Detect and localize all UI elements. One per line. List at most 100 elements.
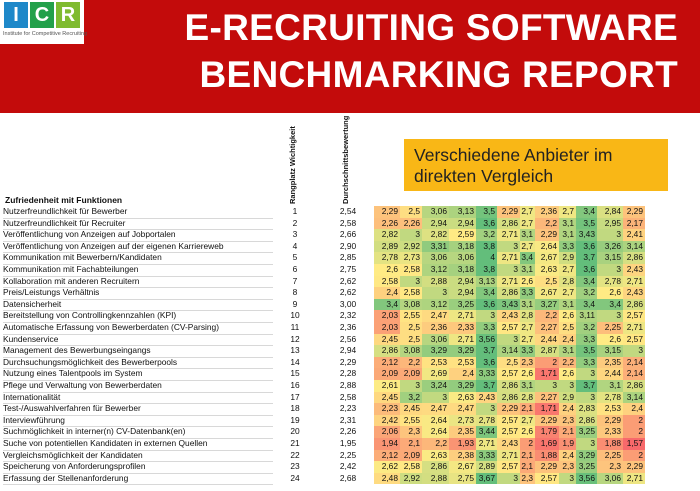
score-cell: 2,7: [520, 322, 535, 334]
vendor-scores: 2,86 3,08 3,29 3,29 3,7 3,14 3,3 2,87 3,1 3,5 3,15…: [374, 345, 645, 357]
score-cell: 3: [559, 380, 576, 392]
score-cell: 2,27: [535, 391, 559, 404]
row-average: 1,95: [339, 438, 357, 448]
score-cell: 3,24: [422, 380, 449, 392]
score-cell: 2,3: [559, 414, 576, 427]
score-cell: 2,4: [449, 368, 476, 380]
row-average: 2,31: [339, 414, 357, 425]
score-cell: 3: [400, 380, 422, 392]
row-rank: 15: [290, 368, 300, 379]
score-cell: 3,56: [576, 472, 597, 485]
row-label: Veröffentlichung von Anzeigen auf der ei…: [3, 241, 273, 254]
row-rank: 7: [292, 275, 298, 286]
row-rank: 1: [292, 206, 298, 216]
row-average: 2,90: [339, 240, 357, 251]
score-cell: 2,84: [597, 206, 623, 218]
score-cell: 2,7: [520, 206, 535, 218]
score-cell: 2,43: [623, 287, 645, 299]
score-cell: 2,3: [400, 426, 422, 438]
vendor-scores: 2,61 3 3,24 3,29 3,7 2,86 3,1 3 3 3,7 3,1 2,86: [374, 380, 645, 392]
row-rank: 21: [290, 438, 300, 448]
score-cell: 1,57: [623, 438, 645, 450]
score-cell: 2,64: [535, 240, 559, 253]
vendor-scores: 2,12 2,09 2,63 2,38 3,33 2,71 2,1 1,88 2,4 3,29 2,…: [374, 449, 645, 462]
row-rank: 13: [290, 345, 300, 356]
score-cell: 3,1: [559, 217, 576, 230]
score-cell: 2,82: [374, 229, 400, 241]
table-row: Management des Bewerbungseingangs 13 2,94 2…: [0, 345, 700, 358]
row-average: 2,56: [339, 333, 357, 344]
score-cell: 3: [476, 403, 497, 415]
score-cell: 2,7: [559, 206, 576, 218]
row-label: Datensicherheit: [3, 299, 273, 312]
vendor-scores: 2,58 3 2,88 2,94 3,13 2,71 2,6 2,5 2,8 3,4 2,78 2,7…: [374, 275, 645, 288]
score-cell: 1,88: [597, 438, 623, 450]
table-row: Kollaboration mit anderen Recruitern 7 2,6…: [0, 275, 700, 289]
table-row: Nutzung eines Talentpools im System 15 2,2…: [0, 368, 700, 381]
score-cell: 1,94: [374, 438, 400, 450]
score-cell: 3,7: [476, 380, 497, 392]
score-cell: 2,5: [497, 356, 520, 369]
score-cell: 2,88: [422, 472, 449, 485]
logo-letter-c: C: [30, 2, 54, 28]
score-cell: 3,3: [576, 333, 597, 346]
row-label: Kollaboration mit anderen Recruitern: [3, 276, 273, 289]
score-cell: 2,58: [400, 264, 422, 276]
row-label: Kommunikation mit Bewerbern/Kandidaten: [3, 252, 273, 265]
score-cell: 2,1: [400, 438, 422, 450]
score-cell: 2,86: [623, 252, 645, 264]
score-cell: 2,29: [497, 206, 520, 218]
score-cell: 3,3: [476, 322, 497, 334]
vendor-scores: 2,82 3 2,82 2,59 3,2 2,71 3,1 2,29 3,1 3,43 3 2,41: [374, 229, 645, 241]
score-cell: 2,44: [535, 333, 559, 346]
score-cell: 2,45: [400, 403, 422, 415]
row-average: 2,26: [339, 426, 357, 437]
score-cell: 2,43: [476, 391, 497, 404]
score-cell: 3,2: [400, 391, 422, 404]
row-average: 2,28: [339, 368, 357, 379]
table-row: Pflege und Verwaltung von Bewerberdaten 1…: [0, 380, 700, 393]
score-cell: 2,03: [374, 322, 400, 334]
score-cell: 2,63: [535, 264, 559, 276]
score-cell: 3,08: [400, 345, 422, 357]
row-average: 2,62: [339, 287, 357, 298]
score-cell: 2,14: [623, 368, 645, 380]
score-cell: 2,2: [400, 356, 422, 369]
report-title-line2: BENCHMARKING REPORT: [199, 54, 678, 95]
score-cell: 2,14: [623, 356, 645, 369]
score-cell: 3,4: [576, 275, 597, 288]
row-rank: 2: [292, 217, 298, 228]
row-average: 2,23: [339, 403, 357, 414]
score-cell: 2,47: [449, 403, 476, 415]
score-cell: 2,71: [623, 472, 645, 485]
score-cell: 2,3: [559, 461, 576, 473]
report-banner: I C R Institute for Competitive Recruiti…: [0, 0, 700, 113]
row-rank: 12: [290, 333, 300, 344]
score-cell: 3: [497, 333, 520, 346]
row-average: 2,88: [339, 380, 357, 390]
score-cell: 2,29: [597, 414, 623, 427]
score-cell: 3: [576, 438, 597, 450]
row-label: Speicherung von Anforderungsprofilen: [3, 461, 273, 474]
score-cell: 2,33: [449, 322, 476, 334]
icr-logo: I C R Institute for Competitive Recruiti…: [0, 0, 87, 44]
score-cell: 3,1: [597, 380, 623, 392]
score-cell: 3,5: [576, 217, 597, 230]
score-cell: 2,94: [449, 217, 476, 230]
score-cell: 3,06: [422, 333, 449, 346]
score-cell: 2,83: [576, 403, 597, 415]
score-cell: 2,29: [374, 206, 400, 218]
average-column-header: Durchschnittsbewertung: [341, 115, 350, 204]
score-cell: 3,1: [559, 298, 576, 311]
score-cell: 2,57: [623, 333, 645, 346]
row-label: Pflege und Verwaltung von Bewerberdaten: [3, 380, 273, 393]
score-cell: 2,4: [559, 449, 576, 462]
row-label: Suche von potentiellen Kandidaten in ext…: [3, 438, 273, 451]
score-cell: 3: [576, 391, 597, 404]
score-cell: 3,4: [520, 252, 535, 264]
score-cell: 3,15: [597, 345, 623, 357]
row-label: Nutzerfreundlichkeit für Bewerber: [3, 206, 273, 219]
score-cell: 2,2: [559, 356, 576, 369]
score-cell: 2,86: [576, 414, 597, 427]
row-average: 2,75: [339, 264, 357, 274]
